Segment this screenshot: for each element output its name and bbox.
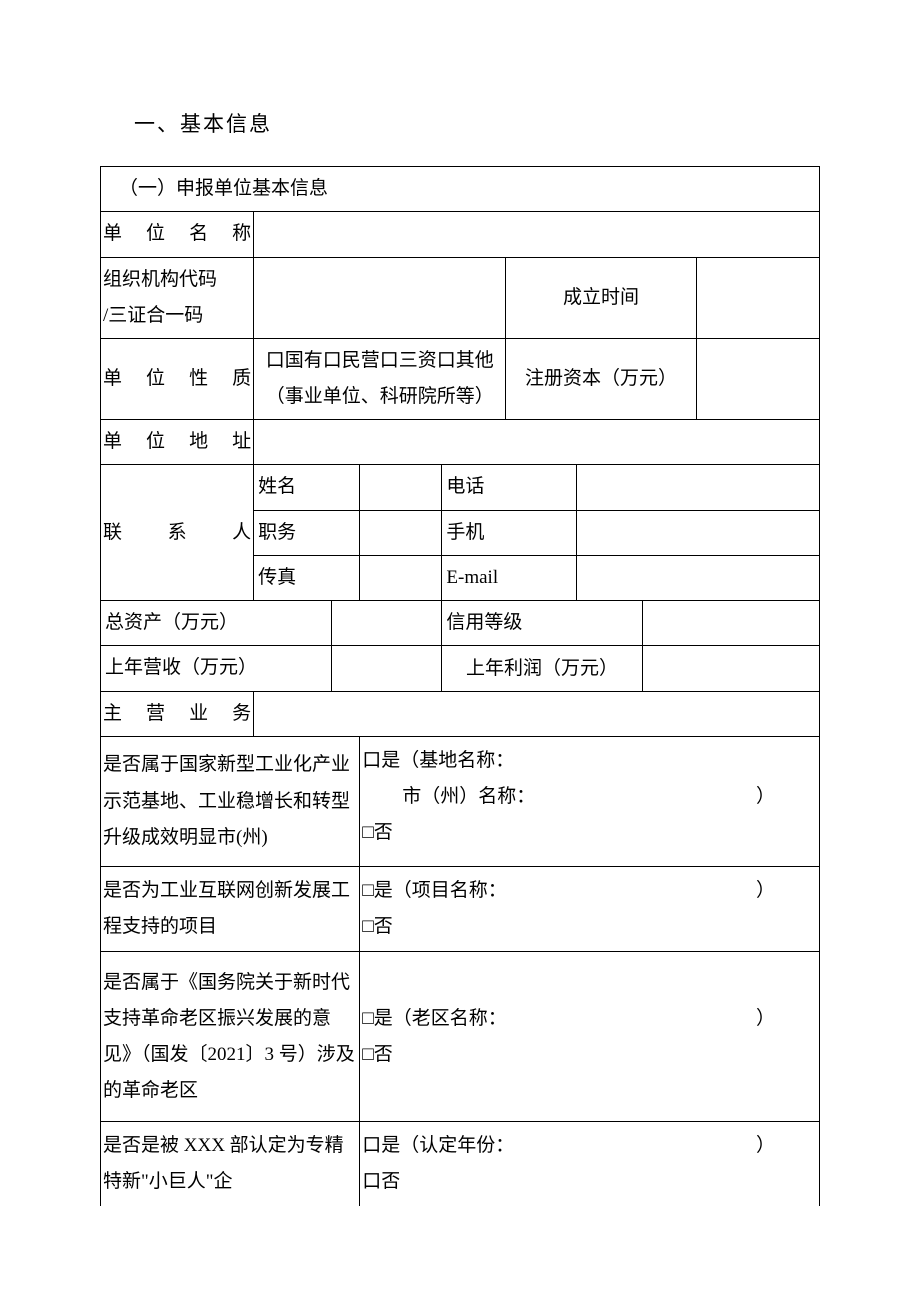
- label-contact-title: 职务: [254, 510, 360, 555]
- label-contact-phone: 电话: [442, 465, 576, 510]
- basic-info-table: （一）申报单位基本信息 单位名称 组织机构代码 /三证合一码 成立时间 单位性质…: [100, 166, 820, 1206]
- label-contact-fax: 传真: [254, 555, 360, 600]
- q3-no: □否: [362, 1044, 392, 1065]
- value-contact-phone[interactable]: [576, 465, 819, 510]
- label-unit-name: 单位名称: [101, 212, 254, 257]
- q4-close-paren: ）: [756, 1128, 815, 1164]
- label-last-profit: 上年利润（万元）: [442, 646, 642, 691]
- value-unit-address[interactable]: [254, 419, 820, 464]
- value-contact-fax[interactable]: [360, 555, 442, 600]
- q3-yes: □是（老区名称：: [362, 1008, 506, 1029]
- label-contact-email: E-mail: [442, 555, 576, 600]
- answer-q2[interactable]: □是（项目名称： ） □否: [360, 867, 820, 952]
- value-contact-mobile[interactable]: [576, 510, 819, 555]
- q1-yes-line2: 市（州）名称：: [362, 779, 535, 815]
- label-q1: 是否属于国家新型工业化产业示范基地、工业稳增长和转型升级成效明显市(州): [101, 737, 360, 867]
- label-org-code-line2: /三证合一码: [103, 305, 203, 326]
- label-org-code-line1: 组织机构代码: [103, 269, 217, 290]
- label-q3: 是否属于《国务院关于新时代支持革命老区振兴发展的意见》（国发〔2021〕3 号）…: [101, 952, 360, 1122]
- label-q2: 是否为工业互联网创新发展工程支持的项目: [101, 867, 360, 952]
- value-contact-email[interactable]: [576, 555, 819, 600]
- q1-no: □否: [362, 822, 392, 843]
- label-org-code: 组织机构代码 /三证合一码: [101, 257, 254, 338]
- value-unit-name[interactable]: [254, 212, 820, 257]
- value-establish-date[interactable]: [696, 257, 819, 338]
- label-main-business: 主营业务: [101, 691, 254, 736]
- label-contact: 联系人: [101, 465, 254, 601]
- q4-no: 口否: [362, 1171, 400, 1192]
- label-establish-date: 成立时间: [506, 257, 696, 338]
- label-unit-address: 单位地址: [101, 419, 254, 464]
- answer-q4[interactable]: 口是（认定年份： ） 口否: [360, 1122, 820, 1207]
- label-q4: 是否是被 XXX 部认定为专精特新"小巨人"企: [101, 1122, 360, 1207]
- answer-q3[interactable]: □是（老区名称： ） □否: [360, 952, 820, 1122]
- section-heading: 一、基本信息: [134, 108, 820, 138]
- label-credit-level: 信用等级: [442, 601, 642, 646]
- label-contact-mobile: 手机: [442, 510, 576, 555]
- label-unit-nature: 单位性质: [101, 338, 254, 419]
- value-total-assets[interactable]: [332, 601, 442, 646]
- value-org-code[interactable]: [254, 257, 506, 338]
- value-credit-level[interactable]: [642, 601, 819, 646]
- value-reg-capital[interactable]: [696, 338, 819, 419]
- value-contact-name[interactable]: [360, 465, 442, 510]
- label-last-revenue: 上年营收（万元）: [101, 646, 332, 691]
- q1-yes-line1: 口是（基地名称：: [362, 750, 514, 771]
- value-unit-nature[interactable]: 口国有口民营口三资口其他（事业单位、科研院所等）: [254, 338, 506, 419]
- answer-q1[interactable]: 口是（基地名称： 市（州）名称： ） □否: [360, 737, 820, 867]
- label-contact-name: 姓名: [254, 465, 360, 510]
- section-title: （一）申报单位基本信息: [101, 167, 820, 212]
- label-total-assets: 总资产（万元）: [101, 601, 332, 646]
- q4-yes: 口是（认定年份：: [362, 1135, 514, 1156]
- value-last-profit[interactable]: [642, 646, 819, 691]
- q2-close-paren: ）: [756, 873, 815, 909]
- q1-close-paren: ）: [756, 779, 815, 815]
- value-contact-title[interactable]: [360, 510, 442, 555]
- label-reg-capital: 注册资本（万元）: [506, 338, 696, 419]
- value-main-business[interactable]: [254, 691, 820, 736]
- q2-no: □否: [362, 916, 392, 937]
- q2-yes: □是（项目名称：: [362, 880, 506, 901]
- q3-close-paren: ）: [756, 1001, 815, 1037]
- value-last-revenue[interactable]: [332, 646, 442, 691]
